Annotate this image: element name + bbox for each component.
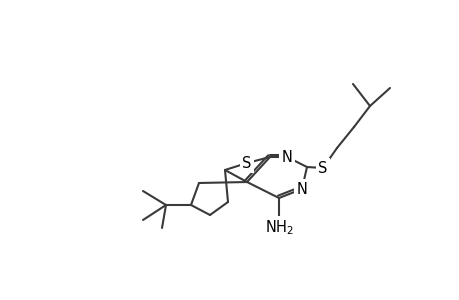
Text: NH$_2$: NH$_2$ — [264, 219, 293, 237]
Text: N: N — [281, 149, 292, 164]
Text: S: S — [242, 155, 251, 170]
Text: N: N — [296, 182, 307, 196]
Text: S: S — [318, 160, 327, 175]
